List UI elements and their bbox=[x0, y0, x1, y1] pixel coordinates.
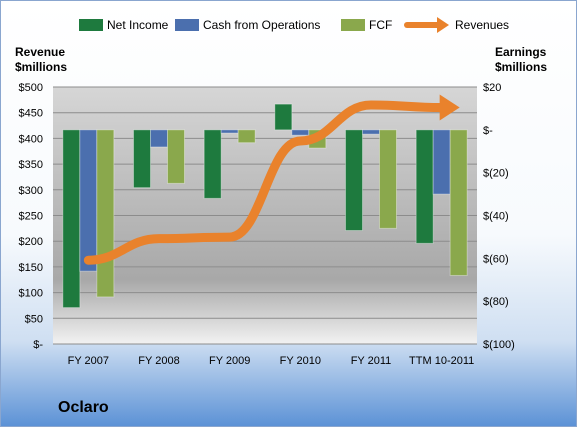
legend-label-net-income: Net Income bbox=[107, 18, 169, 32]
revenue-line bbox=[83, 94, 460, 265]
bar-cash-from-operations bbox=[432, 129, 451, 195]
legend-swatch-fcf bbox=[341, 19, 365, 31]
legend: Net Income Cash from Operations FCF Revenue… bbox=[79, 17, 509, 33]
bar-cash-from-operations bbox=[220, 129, 239, 134]
bar-cash-from-operations bbox=[79, 129, 98, 272]
bar-net-income bbox=[274, 103, 293, 131]
left-tick-label: $200 bbox=[19, 236, 43, 248]
left-axis-title-line1: Revenue bbox=[15, 45, 65, 59]
legend-label-cash-from-operations: Cash from Operations bbox=[203, 18, 320, 32]
legend-label-fcf: FCF bbox=[369, 18, 392, 32]
legend-swatch-net-income bbox=[79, 19, 103, 31]
left-tick-label: $- bbox=[33, 339, 43, 351]
left-tick-label: $500 bbox=[19, 82, 43, 94]
bar-fcf bbox=[379, 129, 397, 229]
bar-fcf bbox=[449, 129, 468, 276]
legend-swatch-revenues-arrow bbox=[437, 17, 449, 33]
bar-net-income bbox=[62, 129, 81, 309]
left-axis-title-line2: $millions bbox=[15, 60, 67, 74]
right-tick-label: $- bbox=[483, 125, 493, 137]
left-tick-label: $400 bbox=[19, 133, 43, 145]
bar-fcf bbox=[96, 129, 115, 298]
bar-net-income bbox=[345, 129, 363, 231]
bar-net-income bbox=[203, 129, 222, 199]
company-name: Oclaro bbox=[58, 399, 109, 416]
right-tick-label: $(60) bbox=[483, 253, 509, 265]
x-tick-label: FY 2009 bbox=[209, 355, 250, 367]
left-tick-label: $250 bbox=[19, 211, 43, 223]
right-tick-label: $(100) bbox=[483, 339, 515, 351]
x-tick-label: FY 2010 bbox=[280, 355, 321, 367]
right-tick-label: $(40) bbox=[483, 211, 509, 223]
left-tick-label: $300 bbox=[19, 185, 43, 197]
right-tick-label: $(20) bbox=[483, 168, 509, 180]
left-tick-label: $50 bbox=[25, 313, 43, 325]
x-tick-label: FY 2011 bbox=[351, 355, 392, 367]
bar-cash-from-operations bbox=[362, 129, 380, 135]
bar-cash-from-operations bbox=[291, 129, 310, 136]
bar-net-income bbox=[415, 129, 434, 244]
x-tick-label: TTM 10-2011 bbox=[409, 355, 474, 367]
right-axis-title-line1: Earnings bbox=[495, 45, 547, 59]
bar-fcf bbox=[237, 129, 256, 144]
left-tick-label: $450 bbox=[19, 108, 43, 120]
right-tick-label: $20 bbox=[483, 82, 501, 94]
left-tick-label: $150 bbox=[19, 262, 43, 274]
gridlines bbox=[53, 86, 477, 345]
legend-swatch-cash-from-operations bbox=[175, 19, 199, 31]
bar-cash-from-operations bbox=[150, 129, 168, 148]
axes: $- $50 $100 $150 $200 $250 $300 $350 $400 $450 $50… bbox=[19, 82, 515, 367]
left-tick-label: $350 bbox=[19, 159, 43, 171]
right-axis-title-line2: $millions bbox=[495, 60, 547, 74]
left-tick-label: $100 bbox=[19, 288, 43, 300]
bar-net-income bbox=[133, 129, 151, 189]
revenue-line-path bbox=[83, 100, 447, 265]
revenue-line-arrowhead bbox=[439, 94, 460, 121]
legend-label-revenues: Revenues bbox=[455, 18, 509, 32]
x-tick-label: FY 2007 bbox=[68, 355, 109, 367]
bars bbox=[62, 103, 468, 309]
bar-fcf bbox=[167, 129, 185, 184]
x-tick-label: FY 2008 bbox=[138, 355, 179, 367]
right-tick-label: $(80) bbox=[483, 296, 509, 308]
